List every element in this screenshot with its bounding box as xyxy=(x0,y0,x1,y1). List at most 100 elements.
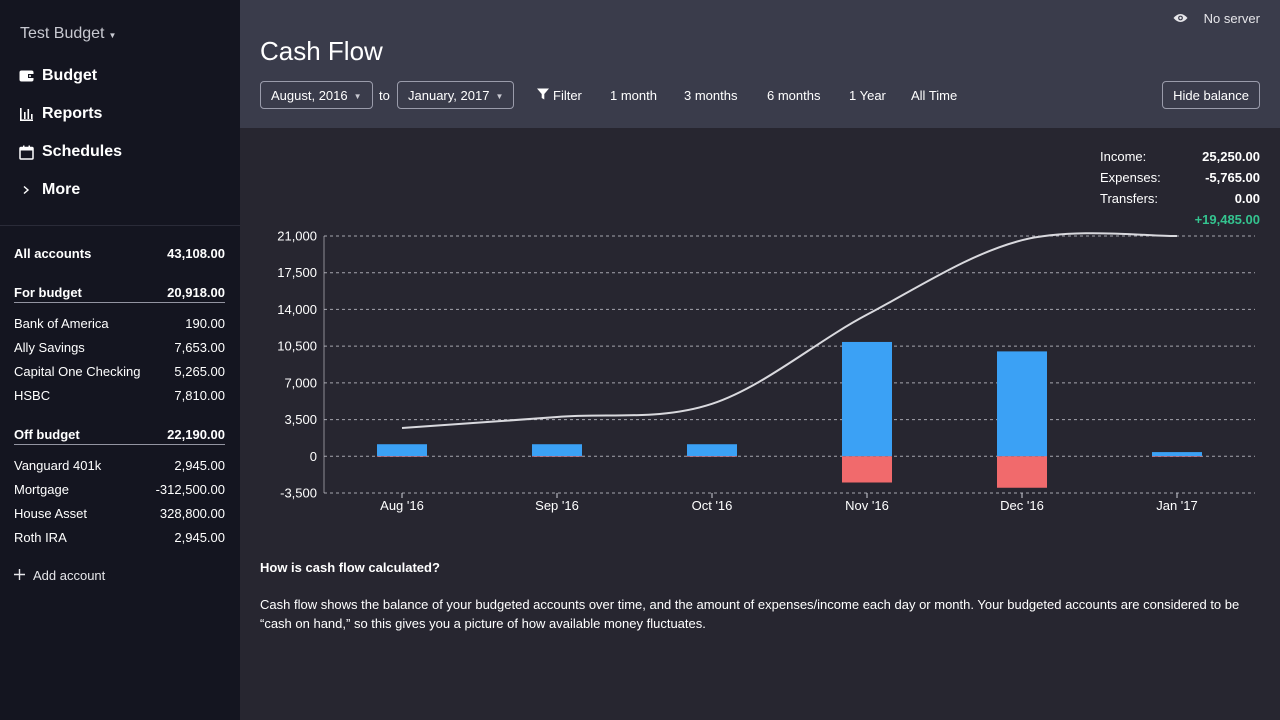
budget-switcher[interactable]: Test Budget ▼ xyxy=(20,25,116,43)
y-tick-label: 17,500 xyxy=(277,265,317,280)
net-total: +19,485.00 xyxy=(1194,212,1260,227)
filter-icon xyxy=(537,88,549,103)
expenses-value: -5,765.00 xyxy=(1205,170,1260,185)
all-accounts-value: 43,108.00 xyxy=(167,246,225,261)
account-name: Vanguard 401k xyxy=(14,458,102,473)
start-month-value: August, 2016 xyxy=(271,87,348,103)
nav-more[interactable]: More xyxy=(18,181,80,199)
account-name: House Asset xyxy=(14,506,87,521)
income-bar xyxy=(377,444,427,457)
nav-schedules-label: Schedules xyxy=(42,143,123,160)
x-tick-label: Nov '16 xyxy=(845,498,889,513)
account-row[interactable]: Bank of America 190.00 xyxy=(14,316,225,331)
chart-x-labels: Aug '16 Sep '16 Oct '16 Nov '16 Dec '16 Jan '… xyxy=(380,493,1198,513)
off-budget-value: 22,190.00 xyxy=(167,427,225,442)
transfers-row: Transfers: 0.00 xyxy=(1100,191,1260,212)
nav-budget-label: Budget xyxy=(42,67,98,84)
x-tick-label: Jan '17 xyxy=(1156,498,1198,513)
account-name: Ally Savings xyxy=(14,340,85,355)
range-1-month[interactable]: 1 month xyxy=(610,88,657,103)
for-budget-value: 20,918.00 xyxy=(167,285,225,300)
wallet-icon xyxy=(18,68,34,84)
account-name: Roth IRA xyxy=(14,530,67,545)
account-balance: 190.00 xyxy=(185,316,225,331)
caret-down-icon: ▼ xyxy=(353,91,362,101)
income-bar xyxy=(997,351,1047,457)
nav-reports[interactable]: Reports xyxy=(18,105,102,123)
income-row: Income: 25,250.00 xyxy=(1100,149,1260,170)
filter-button[interactable]: Filter xyxy=(537,88,582,103)
caret-down-icon: ▼ xyxy=(495,91,504,101)
account-row[interactable]: Capital One Checking 5,265.00 xyxy=(14,364,225,379)
expense-bar xyxy=(997,456,1047,488)
x-tick-label: Sep '16 xyxy=(535,498,579,513)
y-tick-label: 3,500 xyxy=(284,412,317,427)
caret-down-icon: ▼ xyxy=(108,30,117,40)
account-balance: 5,265.00 xyxy=(174,364,225,379)
range-6-months[interactable]: 6 months xyxy=(767,88,821,103)
income-bar xyxy=(1152,452,1202,457)
bar-chart-icon xyxy=(18,106,34,122)
off-budget-row[interactable]: Off budget 22,190.00 xyxy=(14,427,225,445)
report-header: No server Cash Flow August, 2016 ▼ to Ja… xyxy=(240,0,1280,128)
nav-schedules[interactable]: Schedules xyxy=(18,143,122,161)
expense-bar xyxy=(377,456,427,457)
sidebar: Test Budget ▼ Budget Reports Schedules M… xyxy=(0,0,240,720)
end-month-select[interactable]: January, 2017 ▼ xyxy=(397,81,515,109)
x-tick-label: Aug '16 xyxy=(380,498,424,513)
income-label: Income: xyxy=(1100,149,1147,164)
range-1-year[interactable]: 1 Year xyxy=(849,88,886,103)
end-month-value: January, 2017 xyxy=(408,87,490,103)
account-balance: 328,800.00 xyxy=(159,506,225,521)
all-accounts-label: All accounts xyxy=(14,246,92,261)
range-3-months[interactable]: 3 months xyxy=(684,88,738,103)
for-budget-row[interactable]: For budget 20,918.00 xyxy=(14,285,225,303)
income-bar xyxy=(687,444,737,457)
chart-y-labels: 21,000 17,500 14,000 10,500 7,000 3,500 0 -3,50… xyxy=(277,229,317,501)
account-balance: 7,810.00 xyxy=(174,388,225,403)
all-accounts-row[interactable]: All accounts 43,108.00 xyxy=(14,246,225,261)
account-name: Capital One Checking xyxy=(14,364,141,379)
account-balance: 7,653.00 xyxy=(174,340,225,355)
account-row[interactable]: Vanguard 401k 2,945.00 xyxy=(14,458,225,473)
account-balance: -312,500.00 xyxy=(155,482,225,497)
page-title: Cash Flow xyxy=(260,36,383,66)
start-month-select[interactable]: August, 2016 ▼ xyxy=(260,81,373,109)
transfers-value: 0.00 xyxy=(1234,191,1260,206)
account-row[interactable]: Ally Savings 7,653.00 xyxy=(14,340,225,355)
account-row[interactable]: Roth IRA 2,945.00 xyxy=(14,530,225,545)
account-name: Mortgage xyxy=(14,482,69,497)
nav-budget[interactable]: Budget xyxy=(18,67,97,85)
chart-bars xyxy=(377,341,1202,488)
account-row[interactable]: Mortgage -312,500.00 xyxy=(14,482,225,497)
server-status-label: No server xyxy=(1203,11,1260,26)
expenses-row: Expenses: -5,765.00 xyxy=(1100,170,1260,191)
eye-icon xyxy=(1173,11,1188,26)
account-row[interactable]: House Asset 328,800.00 xyxy=(14,506,225,521)
server-status[interactable]: No server xyxy=(1173,11,1260,26)
hide-balance-button[interactable]: Hide balance xyxy=(1162,81,1260,109)
chart-grid xyxy=(323,235,1255,494)
x-tick-label: Oct '16 xyxy=(692,498,733,513)
account-name: HSBC xyxy=(14,388,51,403)
expense-bar xyxy=(687,456,737,457)
expenses-label: Expenses: xyxy=(1100,170,1161,185)
income-value: 25,250.00 xyxy=(1202,149,1260,164)
nav-reports-label: Reports xyxy=(42,105,103,122)
explanation-text: Cash flow shows the balance of your budg… xyxy=(260,597,1240,631)
for-budget-label: For budget xyxy=(14,285,82,300)
account-row[interactable]: HSBC 7,810.00 xyxy=(14,388,225,403)
off-budget-label: Off budget xyxy=(14,427,80,442)
to-label: to xyxy=(379,88,390,103)
chevron-right-icon xyxy=(18,182,34,198)
plus-icon xyxy=(14,568,25,583)
explanation-title: How is cash flow calculated? xyxy=(260,560,440,575)
add-account-button[interactable]: Add account xyxy=(14,568,105,583)
cash-flow-chart: Aug '16 Sep '16 Oct '16 Nov '16 Dec '16 Jan '… xyxy=(277,229,1255,513)
y-tick-label: -3,500 xyxy=(280,486,317,501)
account-balance: 2,945.00 xyxy=(174,458,225,473)
range-all-time[interactable]: All Time xyxy=(911,88,958,103)
balance-line xyxy=(401,232,1178,429)
expense-bar xyxy=(532,456,582,457)
income-bar xyxy=(532,444,582,457)
